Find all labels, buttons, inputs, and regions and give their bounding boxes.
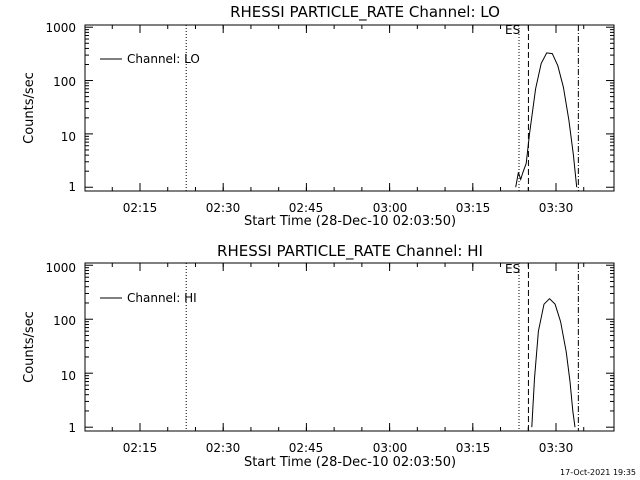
- x-tick-label: 03:15: [456, 441, 491, 455]
- y-tick-label: 1: [68, 180, 76, 194]
- timestamp: 17-Oct-2021 19:35: [560, 468, 636, 477]
- y-tick-label: 1: [68, 421, 76, 435]
- x-tick-label: 02:30: [206, 201, 241, 215]
- plot-frame: [84, 24, 615, 192]
- chart-panel-lo: RHESSI PARTICLE_RATE Channel: LO Counts/…: [22, 3, 615, 229]
- x-tick-label: 02:45: [289, 441, 324, 455]
- x-axis-label: Start Time (28-Dec-10 02:03:50): [244, 455, 456, 470]
- x-tick-label: 02:15: [123, 201, 158, 215]
- x-tick-label: 03:00: [373, 441, 408, 455]
- x-tick-label: 03:30: [539, 201, 574, 215]
- chart-title: RHESSI PARTICLE_RATE Channel: HI: [217, 242, 483, 261]
- y-tick-label: 1000: [45, 261, 76, 275]
- y-axis-label: Counts/sec: [22, 72, 37, 144]
- plot-frame: [84, 262, 615, 432]
- y-tick-label: 100: [53, 314, 76, 328]
- y-tick-label: 10: [61, 369, 76, 383]
- y-tick-label: 100: [53, 75, 76, 89]
- es-annotation: ES: [505, 262, 520, 276]
- x-tick-label: 03:00: [373, 201, 408, 215]
- x-tick-label: 03:15: [456, 201, 491, 215]
- es-annotation: ES: [505, 23, 520, 37]
- x-tick-label: 02:30: [206, 441, 241, 455]
- chart-title: RHESSI PARTICLE_RATE Channel: LO: [230, 3, 500, 22]
- data-series-line: [515, 52, 578, 188]
- data-series-line: [531, 297, 576, 428]
- x-axis-label: Start Time (28-Dec-10 02:03:50): [244, 214, 456, 229]
- legend-label: Channel: HI: [127, 291, 197, 305]
- legend-label: Channel: LO: [127, 52, 200, 66]
- x-tick-label: 02:45: [289, 201, 324, 215]
- y-tick-label: 1000: [45, 21, 76, 35]
- x-tick-label: 02:15: [123, 441, 158, 455]
- y-axis-label: Counts/sec: [22, 311, 37, 383]
- chart-panel-hi: RHESSI PARTICLE_RATE Channel: HI Counts/…: [22, 242, 615, 470]
- y-tick-label: 10: [61, 130, 76, 144]
- x-tick-label: 03:30: [539, 441, 574, 455]
